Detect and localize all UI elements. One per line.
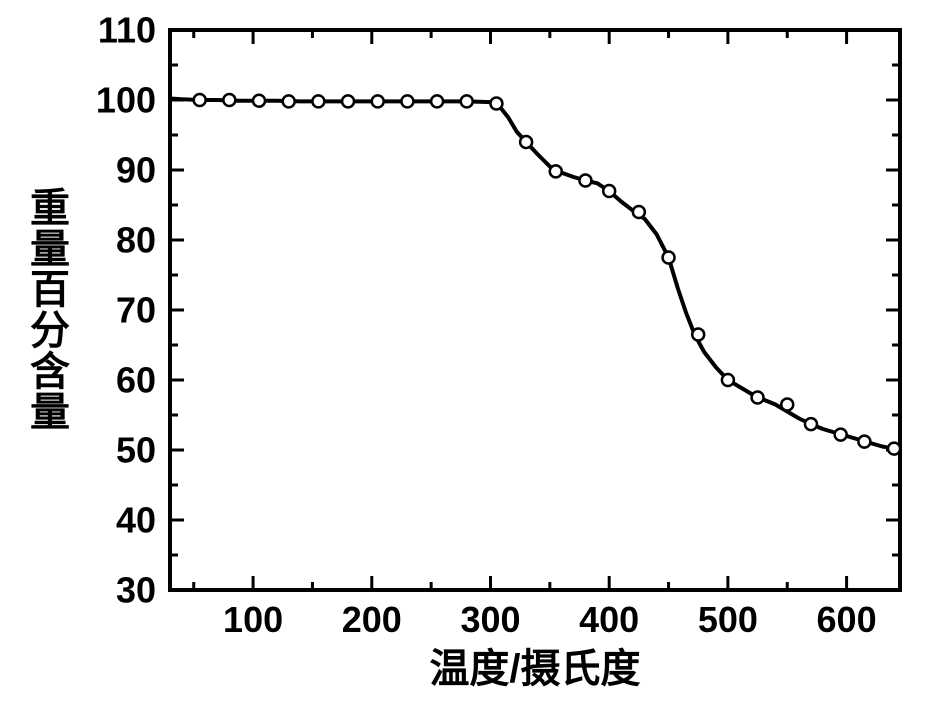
x-tick-label: 600 bbox=[817, 599, 877, 640]
series-marker bbox=[579, 175, 591, 187]
series-marker bbox=[781, 399, 793, 411]
series-marker bbox=[342, 95, 354, 107]
y-axis-label-char: 重 bbox=[30, 187, 70, 231]
series-marker bbox=[888, 443, 900, 455]
y-tick-label: 70 bbox=[116, 290, 156, 331]
series-marker bbox=[401, 95, 413, 107]
series-marker bbox=[550, 165, 562, 177]
x-tick-label: 500 bbox=[698, 599, 758, 640]
series-marker bbox=[253, 95, 265, 107]
series-marker bbox=[663, 252, 675, 264]
x-tick-label: 100 bbox=[223, 599, 283, 640]
series-marker bbox=[722, 374, 734, 386]
y-axis-label-char: 量 bbox=[30, 227, 70, 271]
series-marker bbox=[835, 429, 847, 441]
y-tick-label: 60 bbox=[116, 360, 156, 401]
y-axis-label-char: 量 bbox=[30, 391, 70, 435]
y-axis-label-char: 百 bbox=[30, 268, 70, 312]
y-tick-label: 50 bbox=[116, 430, 156, 471]
y-axis-label-char: 含 bbox=[30, 350, 70, 394]
y-tick-label: 40 bbox=[116, 500, 156, 541]
series-marker bbox=[223, 94, 235, 106]
series-marker bbox=[461, 95, 473, 107]
y-tick-label: 30 bbox=[116, 570, 156, 611]
x-tick-label: 400 bbox=[579, 599, 639, 640]
y-tick-label: 90 bbox=[116, 150, 156, 191]
tga-chart: 100 200 300 400 500 600 30 40 50 60 70 80 90 100 110 温度… bbox=[0, 0, 934, 726]
series-marker bbox=[805, 418, 817, 430]
series-marker bbox=[372, 95, 384, 107]
y-tick-label: 80 bbox=[116, 220, 156, 261]
series-marker bbox=[858, 436, 870, 448]
y-tick-label: 100 bbox=[96, 80, 156, 121]
x-tick-label: 300 bbox=[460, 599, 520, 640]
series-marker bbox=[603, 185, 615, 197]
series-marker bbox=[283, 95, 295, 107]
y-tick-label: 110 bbox=[98, 10, 156, 51]
chart-svg: 100 200 300 400 500 600 30 40 50 60 70 80 90 100 110 温度… bbox=[0, 0, 934, 726]
series-marker bbox=[520, 136, 532, 148]
series-marker bbox=[312, 95, 324, 107]
series-marker bbox=[692, 329, 704, 341]
x-tick-label: 200 bbox=[342, 599, 402, 640]
series-marker bbox=[431, 95, 443, 107]
series-marker bbox=[633, 206, 645, 218]
series-marker bbox=[490, 98, 502, 110]
series-marker bbox=[752, 392, 764, 404]
y-axis-label-char: 分 bbox=[30, 309, 70, 353]
series-marker bbox=[194, 94, 206, 106]
x-axis-label: 温度/摄氏度 bbox=[429, 647, 640, 691]
